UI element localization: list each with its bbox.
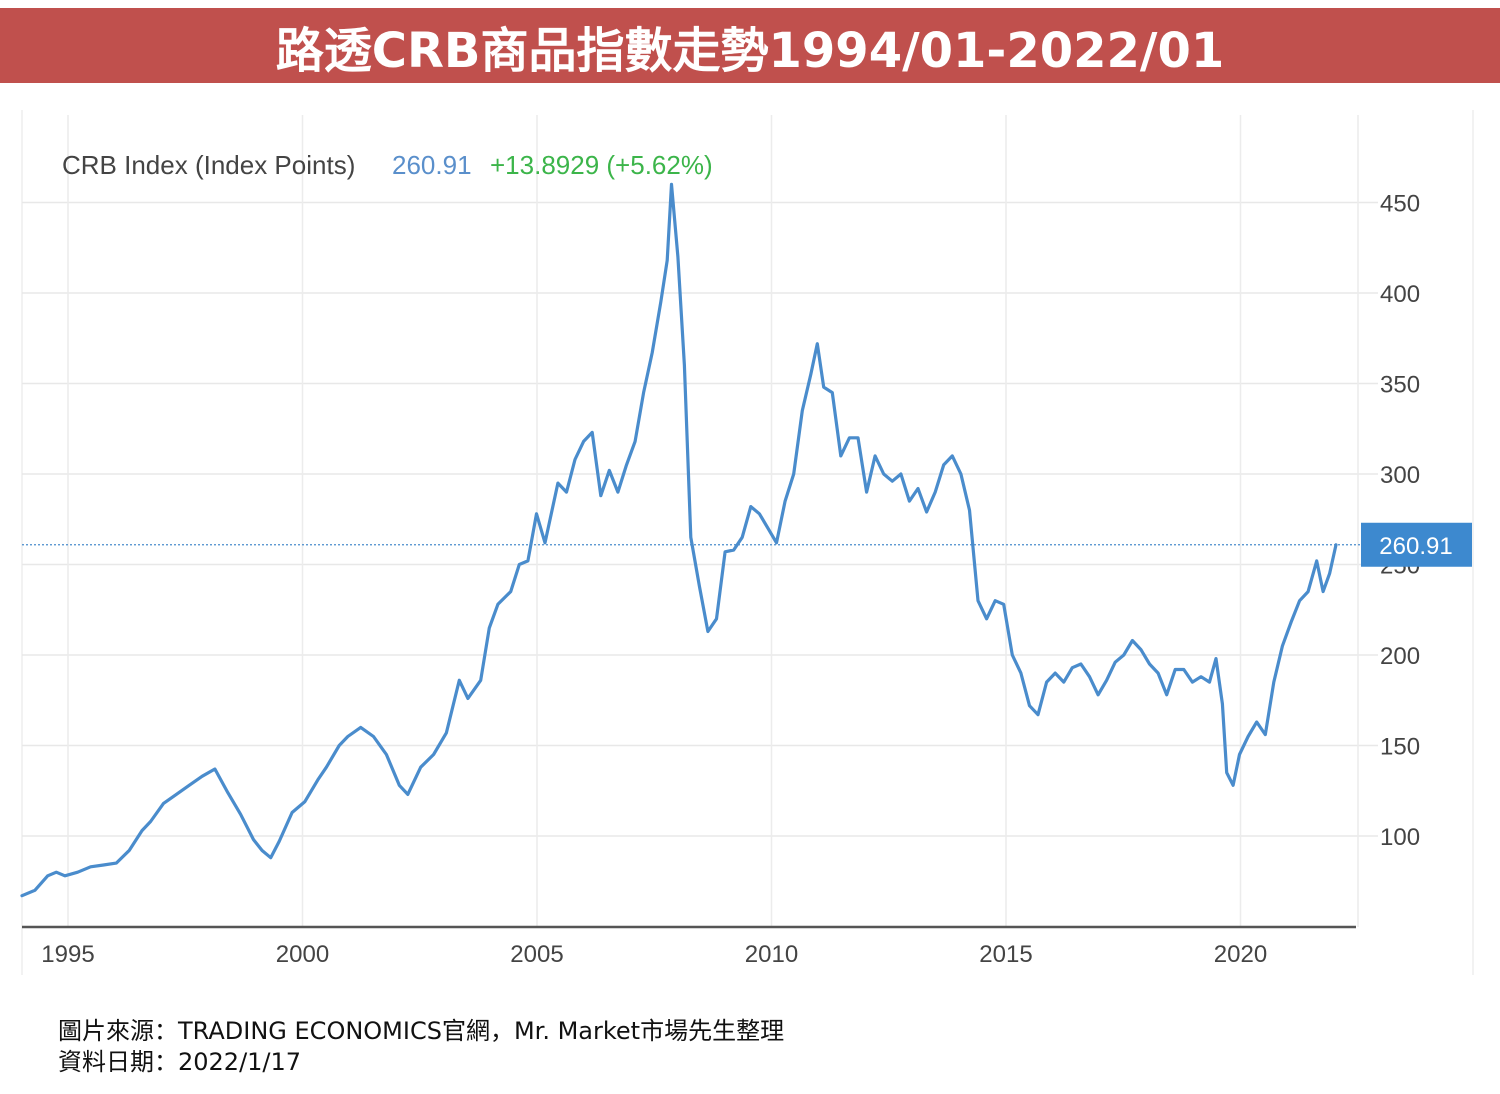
footer-notes: 圖片來源：TRADING ECONOMICS官網，Mr. Market市場先生整… [58, 1016, 784, 1078]
legend-last-value: 260.91 [392, 150, 472, 180]
legend-series-label: CRB Index (Index Points) [62, 150, 355, 180]
x-tick-label: 2020 [1214, 941, 1267, 968]
y-tick-label: 300 [1380, 462, 1420, 489]
crb-line-chart: 100150200250300350400450 199520002005201… [20, 110, 1474, 975]
y-tick-label: 350 [1380, 372, 1420, 399]
x-tick-label: 2000 [276, 941, 329, 968]
current-value-badge-label: 260.91 [1379, 533, 1452, 560]
chart-grid [22, 115, 1378, 927]
date-note: 資料日期：2022/1/17 [58, 1048, 302, 1076]
source-note: 圖片來源：TRADING ECONOMICS官網，Mr. Market市場先生整… [58, 1017, 785, 1045]
y-tick-label: 150 [1380, 734, 1420, 761]
page-title: 路透CRB商品指數走勢1994/01-2022/01 [275, 22, 1225, 79]
x-axis: 1995 2000 2005 2010 2015 2020 [22, 925, 1356, 968]
title-banner: 路透CRB商品指數走勢1994/01-2022/01 [0, 8, 1500, 83]
series-line-crb-index [20, 182, 1338, 898]
y-tick-label: 400 [1380, 281, 1420, 308]
y-tick-label: 450 [1380, 191, 1420, 218]
x-tick-label: 2005 [510, 941, 563, 968]
y-tick-label: 100 [1380, 824, 1420, 851]
x-tick-label: 2015 [979, 941, 1032, 968]
current-value-badge: 260.91 [1361, 522, 1472, 567]
y-axis: 100150200250300350400450 [1380, 191, 1420, 852]
x-tick-label: 2010 [745, 941, 798, 968]
legend-change: +13.8929 (+5.62%) [490, 150, 713, 180]
current-value-badge-bg [1361, 522, 1472, 567]
chart-container: 100150200250300350400450 199520002005201… [0, 100, 1500, 980]
y-tick-label: 200 [1380, 643, 1420, 670]
chart-frame [21, 110, 1474, 975]
x-tick-label: 1995 [41, 941, 94, 968]
